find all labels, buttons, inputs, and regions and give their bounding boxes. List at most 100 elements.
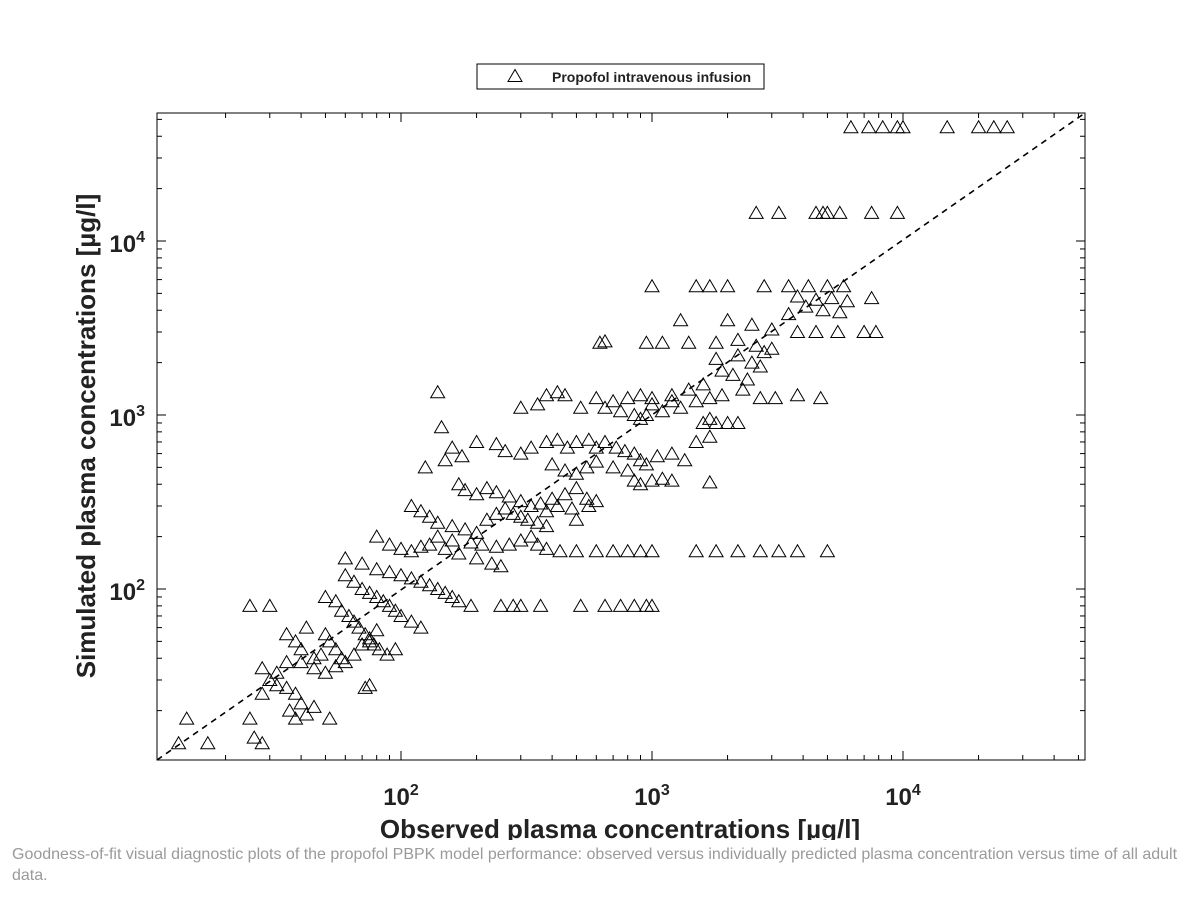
data-point: [708, 543, 724, 558]
data-point: [429, 384, 446, 399]
data-point: [644, 543, 660, 558]
x-axis-label: Observed plasma concentrations [µg/l]: [380, 814, 860, 840]
data-point: [789, 543, 806, 558]
data-point: [770, 205, 787, 219]
data-point: [626, 407, 643, 421]
data-point: [387, 641, 404, 656]
data-point: [375, 593, 392, 608]
data-point: [488, 436, 505, 451]
data-point: [748, 338, 765, 352]
data-point: [632, 476, 649, 491]
data-point: [523, 498, 539, 512]
data-point: [468, 434, 485, 448]
data-point: [450, 593, 467, 608]
data-point: [429, 581, 446, 595]
data-point: [333, 603, 350, 617]
data-point: [739, 372, 756, 386]
data-point: [572, 400, 589, 414]
data-point: [564, 501, 580, 515]
data-point: [568, 543, 585, 558]
y-axis-label: Simulated plasma concentrations [µg/l]: [71, 194, 101, 679]
data-point: [321, 711, 338, 725]
data-point: [638, 407, 655, 421]
data-point: [708, 415, 724, 429]
data-point: [333, 650, 350, 665]
data-point: [734, 382, 751, 396]
data-point: [454, 448, 470, 463]
data-point: [393, 608, 409, 622]
data-point: [341, 608, 357, 622]
data-point: [752, 543, 769, 558]
x-tick-label-1e2: 102: [383, 782, 419, 811]
data-point: [632, 543, 649, 558]
data-point: [592, 335, 608, 349]
data-point: [800, 278, 817, 293]
data-point: [597, 400, 613, 414]
data-point: [588, 390, 605, 405]
data-point: [413, 574, 429, 588]
data-point: [421, 537, 438, 551]
data-point: [381, 598, 398, 612]
data-point: [835, 278, 852, 293]
data-point: [617, 443, 633, 458]
data-point: [638, 456, 655, 471]
data-point: [605, 393, 621, 408]
data-point: [874, 119, 891, 134]
data-point: [463, 598, 479, 612]
data-point: [293, 654, 309, 669]
data-point: [676, 452, 693, 467]
data-point: [346, 647, 362, 661]
data-point: [619, 390, 636, 405]
data-point: [393, 567, 409, 582]
data-point: [488, 506, 505, 520]
data-point: [688, 393, 705, 408]
data-point: [544, 456, 560, 471]
data-point: [278, 654, 295, 669]
data-point: [512, 533, 529, 547]
data-point: [457, 521, 473, 536]
scatter-chart: Propofol intravenous infusion 102 103 10…: [71, 63, 1086, 840]
data-point: [361, 630, 378, 645]
data-point: [605, 543, 621, 558]
data-point: [808, 324, 824, 338]
data-point: [413, 503, 429, 518]
data-point: [549, 384, 566, 399]
figure-caption: Goodness-of-fit visual diagnostic plots …: [12, 846, 1178, 884]
data-point: [744, 317, 760, 331]
data-point: [529, 515, 546, 529]
y-tick-label-1e2: 102: [109, 577, 145, 606]
data-point: [588, 454, 605, 468]
data-point: [612, 403, 629, 418]
data-point: [999, 119, 1016, 134]
data-point: [752, 359, 769, 373]
data-point: [819, 543, 836, 558]
data-point: [379, 647, 395, 661]
data-point: [714, 387, 730, 402]
data-point: [327, 593, 344, 608]
data-point: [831, 304, 848, 319]
data-point: [313, 647, 329, 661]
data-point: [523, 529, 539, 543]
data-point: [532, 598, 549, 612]
data-point: [298, 707, 315, 721]
data-point: [357, 680, 374, 694]
data-point: [588, 543, 605, 558]
data-point: [557, 486, 573, 501]
data-point: [242, 598, 258, 612]
data-point: [457, 482, 473, 497]
legend-label: Propofol intravenous infusion: [552, 69, 751, 85]
data-point: [819, 278, 836, 293]
data-point: [327, 641, 344, 656]
data-point: [287, 711, 304, 725]
data-point: [519, 512, 536, 526]
data-point: [246, 730, 263, 744]
data-point: [254, 735, 271, 750]
data-point: [293, 695, 309, 710]
data-point: [797, 299, 814, 313]
data-point: [557, 387, 573, 402]
data-point: [512, 598, 529, 612]
data-point: [580, 432, 597, 446]
data-point: [664, 387, 680, 402]
data-point: [337, 654, 354, 669]
data-point: [748, 205, 765, 219]
